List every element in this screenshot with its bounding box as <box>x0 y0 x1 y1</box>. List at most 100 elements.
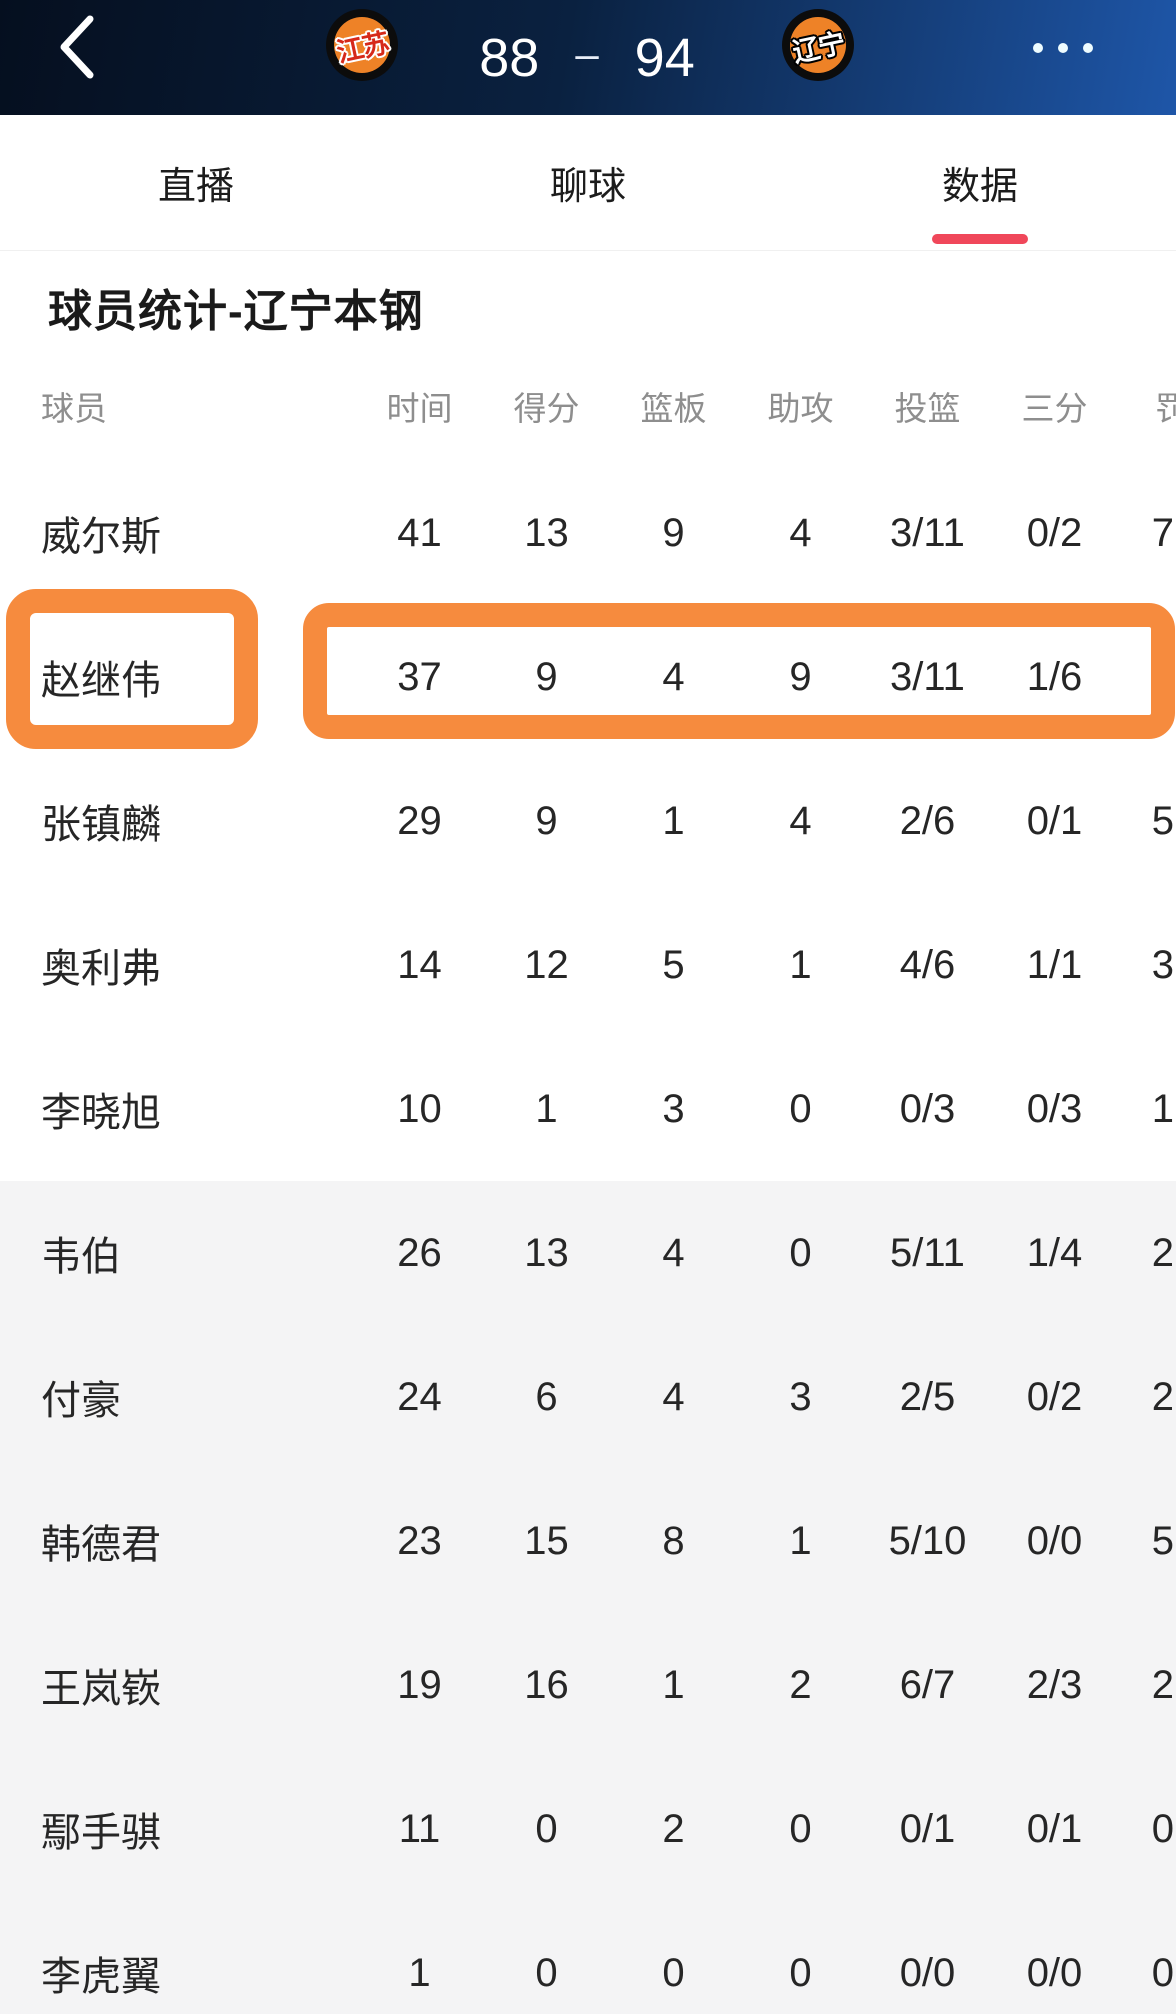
stat-3pt: 0/2 <box>1026 510 1083 555</box>
player-name: 鄢手骐 <box>41 1811 161 1855</box>
more-button[interactable] <box>1033 43 1093 53</box>
column-header-player: 球员 <box>41 390 107 427</box>
stat-ft-partial: 2 <box>1151 1662 1174 1707</box>
player-name: 李晓旭 <box>41 1091 161 1135</box>
stat-rebounds: 2 <box>662 1806 685 1851</box>
stat-fg: 2/6 <box>899 798 956 843</box>
stat-assists: 0 <box>789 1086 812 1131</box>
column-header-3pt: 三分 <box>1021 390 1088 427</box>
stat-ft-partial: 1 <box>1151 1086 1174 1131</box>
stat-rebounds: 8 <box>662 1518 685 1563</box>
stat-3pt: 1/1 <box>1026 942 1083 987</box>
tab-bar: 直播 聊球 数据 <box>0 115 1176 251</box>
table-row[interactable]: 王岚嵚 19 16 1 2 6/7 2/3 2 <box>0 1613 1176 1757</box>
ellipsis-icon <box>1033 43 1043 53</box>
column-header-ft: 罚球 <box>1155 390 1176 427</box>
stat-assists: 3 <box>789 1374 812 1419</box>
table-row[interactable]: 韦伯 26 13 4 0 5/11 1/4 2 <box>0 1181 1176 1325</box>
stat-assists: 2 <box>789 1662 812 1707</box>
stat-fg: 5/10 <box>888 1518 967 1563</box>
player-name: 付豪 <box>41 1379 121 1423</box>
stat-rebounds: 4 <box>662 654 685 699</box>
back-button[interactable] <box>52 14 100 80</box>
stat-fg: 0/0 <box>899 1950 956 1995</box>
table-row[interactable]: 李虎翼 1 0 0 0 0/0 0/0 0 <box>0 1901 1176 2014</box>
stat-fg: 2/5 <box>899 1374 956 1419</box>
stat-minutes: 14 <box>397 942 442 987</box>
stat-minutes: 26 <box>397 1230 442 1275</box>
stat-fg: 0/3 <box>899 1086 956 1131</box>
stat-assists: 9 <box>789 654 812 699</box>
score-separator: – <box>575 29 599 77</box>
column-header-minutes: 时间 <box>386 390 453 427</box>
table-row[interactable]: 李晓旭 10 1 3 0 0/3 0/3 1 <box>0 1037 1176 1181</box>
table-row[interactable]: 付豪 24 6 4 3 2/5 0/2 2 <box>0 1325 1176 1469</box>
active-tab-indicator <box>932 234 1028 244</box>
stat-minutes: 11 <box>398 1806 441 1851</box>
table-row[interactable]: 赵继伟 37 9 4 9 3/11 1/6 <box>0 605 1176 749</box>
tab-chat[interactable]: 聊球 <box>392 115 784 250</box>
stat-fg: 6/7 <box>899 1662 956 1707</box>
stat-points: 15 <box>524 1518 569 1563</box>
table-row[interactable]: 鄢手骐 11 0 2 0 0/1 0/1 0 <box>0 1757 1176 1901</box>
player-name: 王岚嵚 <box>41 1667 161 1711</box>
stat-rebounds: 5 <box>662 942 685 987</box>
tab-data[interactable]: 数据 <box>784 115 1176 250</box>
stat-points: 13 <box>524 1230 569 1275</box>
stat-points: 0 <box>535 1806 558 1851</box>
stat-rebounds: 3 <box>662 1086 685 1131</box>
player-name: 李虎翼 <box>41 1955 161 1999</box>
stat-minutes: 19 <box>397 1662 442 1707</box>
stat-assists: 1 <box>789 1518 812 1563</box>
stat-3pt: 1/4 <box>1026 1230 1083 1275</box>
player-name: 张镇麟 <box>41 803 161 847</box>
table-header-row: 球员 时间 得分 篮板 助攻 投篮 三分 罚球 <box>0 341 1176 461</box>
stat-fg: 5/11 <box>890 1230 965 1275</box>
stat-fg: 0/1 <box>899 1806 956 1851</box>
stat-fg: 4/6 <box>899 942 956 987</box>
stat-assists: 0 <box>789 1806 812 1851</box>
table-row[interactable]: 韩德君 23 15 8 1 5/10 0/0 5 <box>0 1469 1176 1613</box>
stat-3pt: 2/3 <box>1026 1662 1083 1707</box>
stat-rebounds: 1 <box>662 1662 685 1707</box>
player-name: 奥利弗 <box>41 947 161 991</box>
stat-3pt: 1/6 <box>1026 654 1083 699</box>
stat-assists: 1 <box>789 942 812 987</box>
stat-points: 9 <box>535 798 558 843</box>
stat-3pt: 0/1 <box>1026 798 1083 843</box>
stat-ft-partial: 7 <box>1151 510 1174 555</box>
table-body: 威尔斯 41 13 9 4 3/11 0/2 7 赵继伟 37 9 4 9 3/… <box>0 461 1176 2014</box>
stats-table: 球员 时间 得分 篮板 助攻 投篮 三分 罚球 威尔斯 41 13 9 4 3/… <box>0 341 1176 2014</box>
stat-rebounds: 0 <box>662 1950 685 1995</box>
stat-3pt: 0/2 <box>1026 1374 1083 1419</box>
stat-3pt: 0/0 <box>1026 1950 1083 1995</box>
column-header-fg: 投篮 <box>894 390 961 427</box>
away-badge-circle <box>790 17 846 73</box>
stat-minutes: 24 <box>397 1374 442 1419</box>
away-team-badge: 辽宁 <box>782 9 854 81</box>
tab-live[interactable]: 直播 <box>0 115 392 250</box>
tab-label: 聊球 <box>549 166 626 208</box>
home-team-name: 江苏 <box>333 27 392 68</box>
stat-fg: 3/11 <box>890 510 965 555</box>
tab-label: 数据 <box>941 166 1018 208</box>
stat-assists: 0 <box>789 1230 812 1275</box>
chevron-left-icon <box>60 15 94 79</box>
stat-points: 1 <box>535 1086 558 1131</box>
stat-minutes: 37 <box>397 654 442 699</box>
player-name: 威尔斯 <box>41 515 161 559</box>
away-score: 94 <box>634 27 695 88</box>
table-row[interactable]: 威尔斯 41 13 9 4 3/11 0/2 7 <box>0 461 1176 605</box>
stat-assists: 0 <box>789 1950 812 1995</box>
stat-ft-partial: 2 <box>1151 1230 1174 1275</box>
table-row[interactable]: 奥利弗 14 12 5 1 4/6 1/1 3 <box>0 893 1176 1037</box>
column-header-rebounds: 篮板 <box>640 390 707 427</box>
player-name: 韦伯 <box>41 1235 121 1279</box>
column-header-points: 得分 <box>513 390 580 427</box>
table-row[interactable]: 张镇麟 29 9 1 4 2/6 0/1 5 <box>0 749 1176 893</box>
stat-points: 13 <box>524 510 569 555</box>
match-header: 江苏 88 – 94 辽宁 <box>0 0 1176 115</box>
stat-ft-partial: 0 <box>1151 1806 1174 1851</box>
away-team-name: 辽宁 <box>789 27 848 68</box>
